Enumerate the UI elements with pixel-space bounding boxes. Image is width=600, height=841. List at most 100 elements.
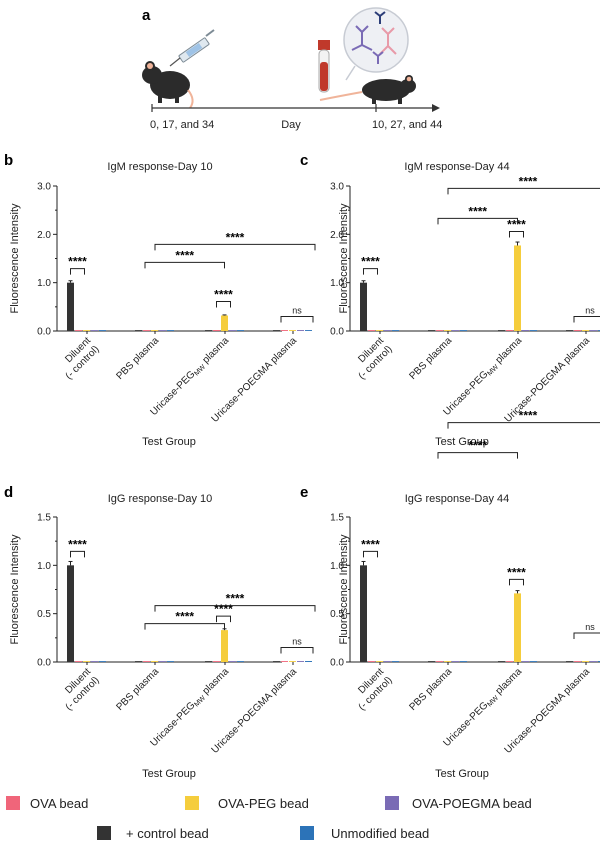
antibody-magnifier-icon	[343, 7, 409, 81]
bar-c-3-2	[582, 330, 589, 331]
bar-d-0-4	[99, 661, 106, 662]
y-tick-label-d-2: 1.0	[37, 561, 51, 572]
bar-c-0-4	[392, 330, 399, 331]
significance-label-e-4: ns	[585, 622, 595, 632]
bar-e-3-0	[566, 661, 573, 662]
timeline-axis-label: Day	[281, 119, 301, 131]
y-tick-label-e-3: 1.5	[330, 513, 344, 524]
mouse-icon-left	[142, 61, 194, 109]
y-axis-label-e: Fluorescence Intensity	[338, 534, 350, 645]
bar-e-0-1	[368, 661, 375, 662]
legend: OVA bead OVA-PEG bead OVA-POEGMA bead + …	[6, 796, 532, 841]
bar-d-1-4	[167, 661, 174, 662]
bar-b-2-2	[221, 315, 228, 331]
significance-label-d-2: ****	[175, 610, 194, 624]
chart-title-c: IgM response-Day 44	[404, 161, 509, 173]
legend-item-ova: OVA bead	[6, 796, 88, 811]
bar-b-1-0	[135, 330, 142, 331]
bar-c-2-4	[530, 330, 537, 331]
injection-days-label: 0, 17, and 34	[150, 119, 214, 131]
bar-d-2-0	[205, 661, 212, 662]
significance-bracket-e-2	[437, 452, 518, 459]
panel-label-e: e	[300, 484, 308, 501]
bar-b-1-4	[167, 330, 174, 331]
bar-e-3-3	[590, 661, 597, 662]
legend-label-control: + control bead	[126, 826, 209, 841]
legend-swatch-control	[97, 826, 111, 840]
category-label-b-1: PBS plasma	[114, 335, 161, 382]
bar-d-1-3	[159, 661, 166, 662]
legend-label-unmodified: Unmodified bead	[331, 826, 429, 841]
legend-label-ova-peg: OVA-PEG bead	[218, 796, 309, 811]
significance-label-e-3: ****	[519, 409, 538, 423]
category-label-c-1-line-0: PBS plasma	[407, 335, 454, 382]
significance-label-c-0: ****	[361, 255, 380, 269]
bar-d-1-2	[151, 661, 158, 662]
syringe-icon	[169, 29, 215, 67]
bar-e-0-3	[384, 661, 391, 662]
legend-swatch-ova-poegma	[385, 796, 399, 810]
y-tick-label-b-2: 2.0	[37, 230, 51, 241]
bar-c-1-2	[444, 330, 451, 331]
significance-bracket-b-2	[144, 261, 225, 269]
bar-e-2-0	[498, 661, 505, 662]
y-tick-label-b-0: 0.0	[37, 327, 51, 338]
legend-swatch-ova	[6, 796, 20, 810]
legend-swatch-ova-peg	[185, 796, 199, 810]
legend-label-ova: OVA bead	[30, 796, 88, 811]
panel-label-c: c	[300, 152, 308, 169]
bar-c-3-3	[590, 330, 597, 331]
bar-d-3-1	[281, 661, 288, 662]
category-label-c-0: Diluent(- control)	[348, 335, 395, 382]
significance-label-c-2: ****	[468, 204, 487, 218]
legend-item-unmodified: Unmodified bead	[300, 826, 429, 841]
bar-d-0-0	[67, 565, 74, 662]
chart-panel-b: b IgM response-Day 10 0.0 1.0 2.0 3.0 Fluoresc…	[4, 152, 316, 448]
y-axis-label-d: Fluorescence Intensity	[9, 534, 21, 645]
significance-bracket-e-4	[573, 632, 600, 639]
significance-label-c-4: ns	[585, 306, 595, 316]
significance-label-e-0: ****	[361, 537, 380, 551]
bar-e-0-4	[392, 661, 399, 662]
bar-d-3-2	[289, 661, 296, 662]
significance-bracket-d-0	[70, 550, 85, 558]
significance-bracket-c-0	[363, 268, 378, 275]
panel-label-a: a	[142, 7, 151, 24]
y-tick-label-c-3: 3.0	[330, 182, 344, 193]
significance-label-b-4: ns	[292, 306, 302, 316]
significance-bracket-d-1	[216, 615, 231, 623]
chart-panel-c: c IgM response-Day 44 0.0 1.0 2.0 3.0 Fluoresc…	[300, 152, 600, 448]
bar-b-0-0	[67, 282, 74, 331]
bar-b-0-4	[99, 330, 106, 331]
bar-b-3-2	[289, 330, 296, 331]
y-tick-label-e-0: 0.0	[330, 658, 344, 669]
category-label-b-2-part-b: plasma	[199, 335, 232, 368]
bar-c-2-3	[522, 330, 529, 331]
bar-b-3-4	[305, 330, 312, 331]
category-label-d-1-line-0: PBS plasma	[114, 666, 161, 713]
significance-label-c-3: ****	[519, 174, 538, 188]
bar-b-2-0	[205, 330, 212, 331]
bar-d-2-2	[221, 630, 228, 662]
bar-c-2-0	[498, 330, 505, 331]
bar-e-2-2	[514, 593, 521, 662]
bar-b-0-2	[83, 330, 90, 331]
significance-bracket-b-0	[70, 268, 85, 275]
significance-bracket-d-2	[144, 623, 225, 630]
bar-b-2-4	[237, 330, 244, 331]
significance-label-d-3: ****	[226, 592, 245, 606]
significance-label-b-2: ****	[175, 248, 194, 262]
bar-e-1-0	[428, 661, 435, 662]
bar-c-2-2	[514, 245, 521, 331]
bar-c-2-1	[506, 330, 513, 331]
y-tick-label-c-0: 0.0	[330, 327, 344, 338]
bar-d-0-1	[75, 661, 82, 662]
timeline-panel: a	[142, 7, 442, 131]
bar-c-1-4	[460, 330, 467, 331]
significance-label-e-1: ****	[507, 565, 526, 579]
y-tick-label-c-1: 1.0	[330, 278, 344, 289]
chart-panel-e: e IgG response-Day 44 0.0 0.5 1.0 1.5 Fluoresc…	[300, 409, 600, 780]
significance-label-b-3: ****	[226, 230, 245, 244]
category-label-d-1: PBS plasma	[114, 666, 161, 713]
